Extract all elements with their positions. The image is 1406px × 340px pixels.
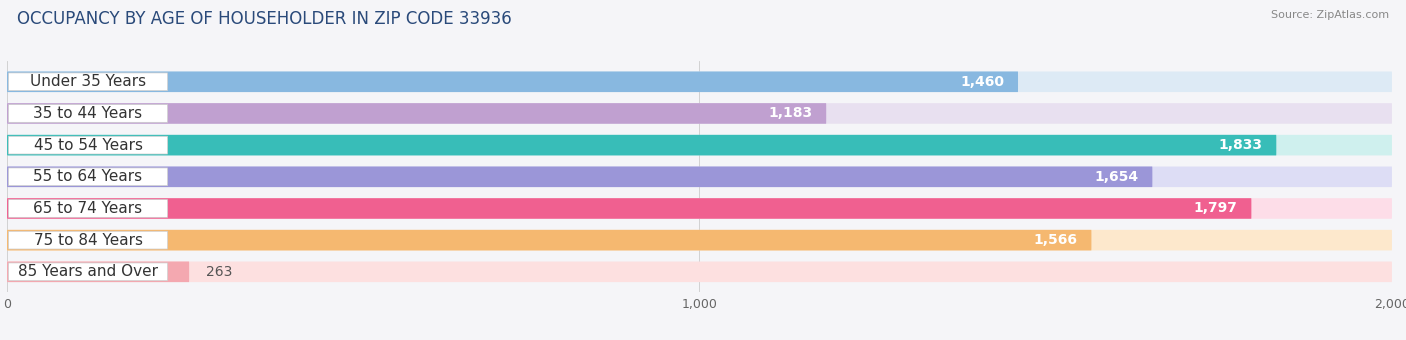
Text: 65 to 74 Years: 65 to 74 Years (34, 201, 142, 216)
Text: 1,833: 1,833 (1219, 138, 1263, 152)
FancyBboxPatch shape (7, 261, 190, 282)
Text: 1,654: 1,654 (1094, 170, 1139, 184)
Text: 1,183: 1,183 (768, 106, 813, 120)
Text: 1,460: 1,460 (960, 75, 1004, 89)
FancyBboxPatch shape (7, 198, 1251, 219)
Text: OCCUPANCY BY AGE OF HOUSEHOLDER IN ZIP CODE 33936: OCCUPANCY BY AGE OF HOUSEHOLDER IN ZIP C… (17, 10, 512, 28)
Text: Under 35 Years: Under 35 Years (30, 74, 146, 89)
Text: 263: 263 (207, 265, 233, 279)
FancyBboxPatch shape (8, 263, 167, 281)
FancyBboxPatch shape (8, 73, 167, 91)
Text: 35 to 44 Years: 35 to 44 Years (34, 106, 142, 121)
FancyBboxPatch shape (8, 136, 167, 154)
Text: 55 to 64 Years: 55 to 64 Years (34, 169, 142, 184)
Text: 85 Years and Over: 85 Years and Over (18, 264, 157, 279)
Text: 1,566: 1,566 (1033, 233, 1077, 247)
FancyBboxPatch shape (8, 105, 167, 122)
FancyBboxPatch shape (7, 103, 1392, 124)
FancyBboxPatch shape (7, 167, 1392, 187)
Text: 75 to 84 Years: 75 to 84 Years (34, 233, 142, 248)
FancyBboxPatch shape (7, 103, 827, 124)
FancyBboxPatch shape (7, 230, 1091, 251)
FancyBboxPatch shape (7, 261, 1392, 282)
FancyBboxPatch shape (7, 167, 1153, 187)
FancyBboxPatch shape (7, 71, 1392, 92)
FancyBboxPatch shape (7, 71, 1018, 92)
FancyBboxPatch shape (8, 168, 167, 186)
FancyBboxPatch shape (7, 135, 1277, 155)
FancyBboxPatch shape (8, 200, 167, 217)
FancyBboxPatch shape (8, 231, 167, 249)
Text: 1,797: 1,797 (1194, 202, 1237, 216)
Text: 45 to 54 Years: 45 to 54 Years (34, 138, 142, 153)
FancyBboxPatch shape (7, 230, 1392, 251)
FancyBboxPatch shape (7, 135, 1392, 155)
FancyBboxPatch shape (7, 198, 1392, 219)
Text: Source: ZipAtlas.com: Source: ZipAtlas.com (1271, 10, 1389, 20)
